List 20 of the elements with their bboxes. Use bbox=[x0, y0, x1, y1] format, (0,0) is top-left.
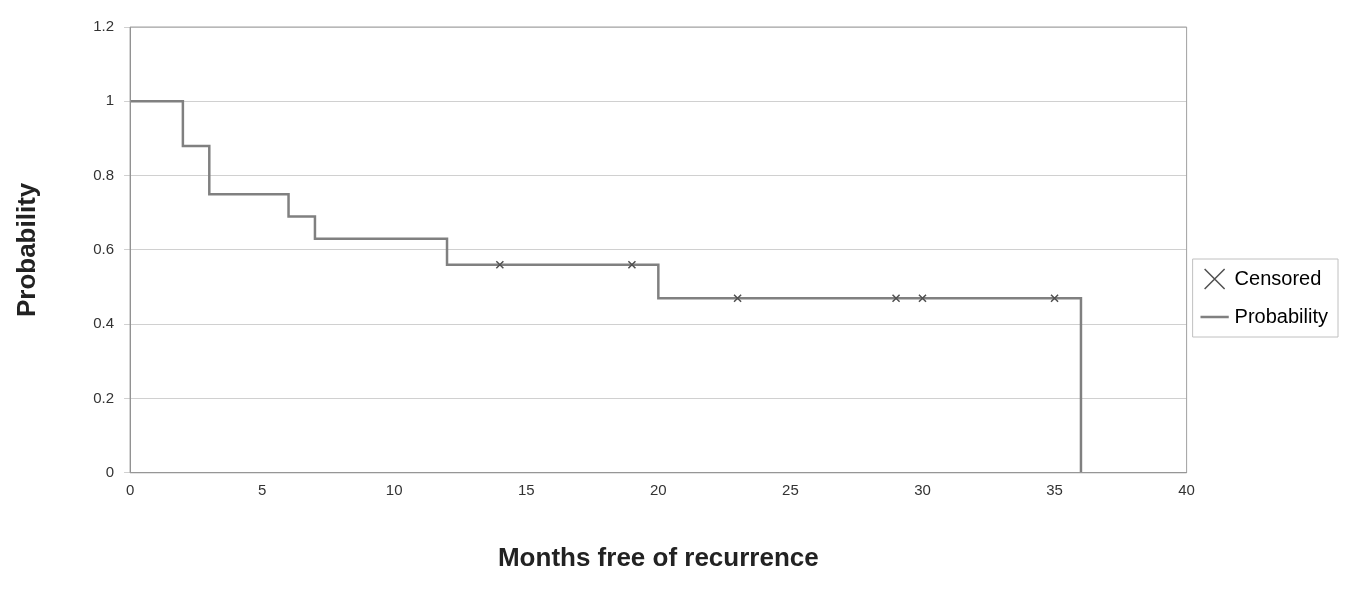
y-tick-label: 0.6 bbox=[93, 240, 115, 258]
legend-label: Censored bbox=[1234, 266, 1322, 289]
x-tick-label: 5 bbox=[257, 480, 267, 498]
y-tick-label: 0.8 bbox=[93, 165, 115, 183]
x-tick-label: 25 bbox=[782, 480, 799, 498]
x-tick-label: 10 bbox=[385, 480, 403, 498]
x-tick-label: 40 bbox=[1178, 480, 1195, 498]
y-tick-label: 0 bbox=[105, 462, 115, 480]
y-tick-label: 0.2 bbox=[93, 388, 115, 406]
y-tick-label: 0.4 bbox=[93, 314, 115, 332]
x-tick-label: 35 bbox=[1046, 480, 1063, 498]
y-axis-title: Probability bbox=[10, 182, 41, 318]
y-tick-label: 1 bbox=[105, 91, 115, 109]
x-tick-label: 15 bbox=[517, 480, 535, 498]
x-tick-label: 30 bbox=[914, 480, 931, 498]
x-axis-title: Months free of recurrence bbox=[497, 541, 819, 572]
y-tick-label: 1.2 bbox=[93, 17, 115, 35]
x-tick-label: 0 bbox=[125, 480, 135, 498]
legend-label: Probability bbox=[1234, 304, 1329, 327]
x-tick-label: 20 bbox=[649, 480, 667, 498]
